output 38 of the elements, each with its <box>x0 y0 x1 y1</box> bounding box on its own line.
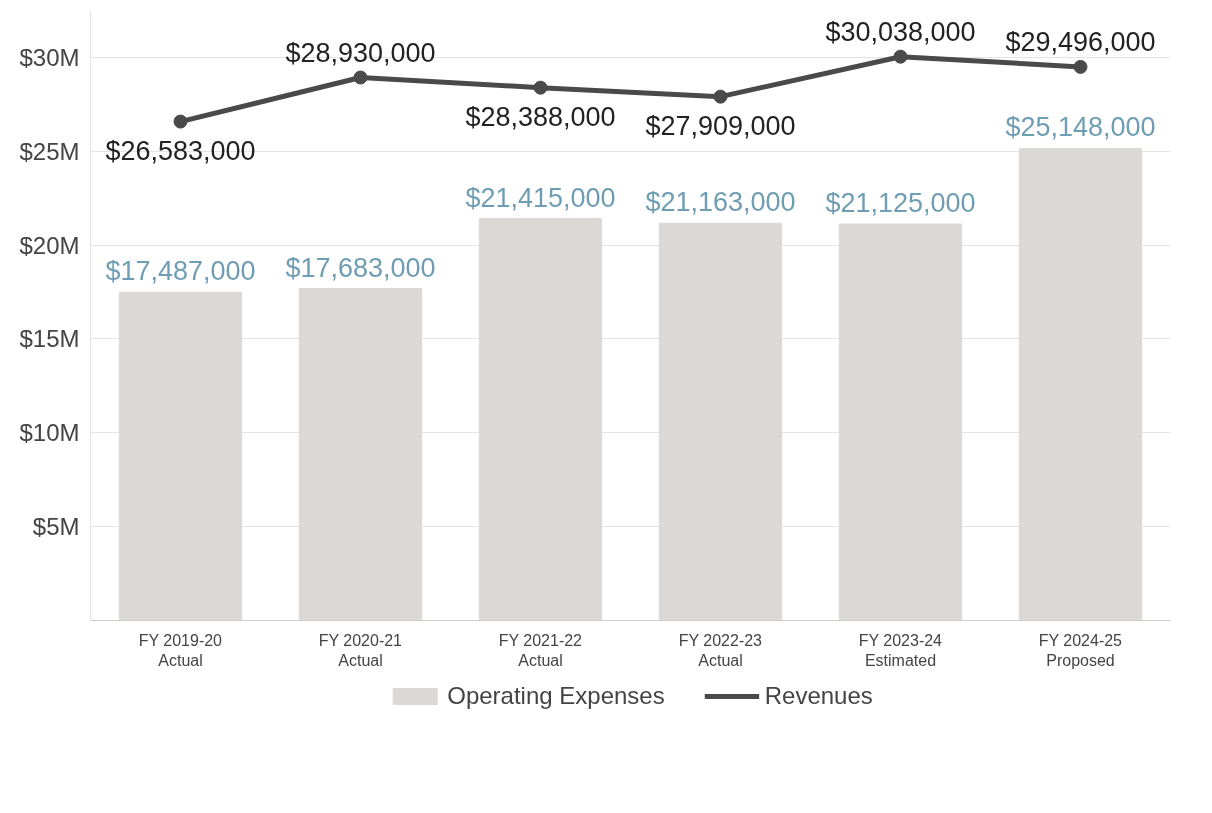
y-tick-label: $20M <box>19 231 80 259</box>
data-label: $28,388,000 <box>465 101 616 132</box>
data-label: $21,415,000 <box>465 182 616 213</box>
point <box>1073 59 1088 74</box>
bar <box>1018 147 1143 621</box>
x-tick-label: FY 2019-20 Actual <box>138 631 223 669</box>
y-tick-label: $25M <box>19 137 80 165</box>
bar <box>838 223 963 621</box>
data-label: $25,148,000 <box>1005 112 1156 143</box>
data-label: $30,038,000 <box>825 16 976 47</box>
data-label: $26,583,000 <box>105 135 256 166</box>
data-label: $29,496,000 <box>1005 26 1156 57</box>
point <box>533 80 548 95</box>
x-tick-label: FY 2022-23 Actual <box>678 631 763 669</box>
point <box>893 49 908 64</box>
bar <box>478 218 603 621</box>
point <box>173 114 188 129</box>
legend-label: Operating Expenses <box>447 682 665 710</box>
y-tick-label: $15M <box>19 325 80 353</box>
x-tick-label: FY 2024-25 Proposed <box>1038 631 1123 669</box>
y-tick-label: $30M <box>19 43 80 71</box>
data-label: $27,909,000 <box>645 110 796 141</box>
data-label: $28,930,000 <box>285 37 436 68</box>
y-tick-label: $10M <box>19 419 80 447</box>
data-label: $21,163,000 <box>645 187 796 218</box>
point <box>713 89 728 104</box>
point <box>353 70 368 85</box>
y-tick-label: $5M <box>32 513 80 541</box>
x-tick-label: FY 2021-22 Actual <box>498 631 583 669</box>
bar <box>298 288 423 621</box>
x-tick-label: FY 2020-21 Actual <box>318 631 403 669</box>
legend-label: Revenues <box>764 682 873 710</box>
x-tick-label: FY 2023-24 Estimated <box>858 631 943 669</box>
data-label: $17,683,000 <box>285 252 436 283</box>
data-label: $17,487,000 <box>105 256 256 287</box>
bar <box>658 222 783 621</box>
data-label: $21,125,000 <box>825 188 976 218</box>
bar <box>118 291 243 621</box>
